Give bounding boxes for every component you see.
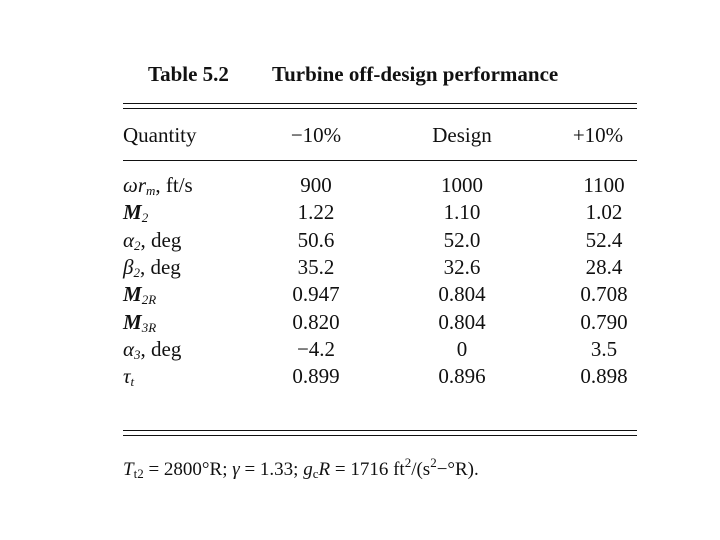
- header-cell: −10%: [290, 123, 342, 147]
- rule: [123, 435, 637, 436]
- fn-part: c: [312, 466, 319, 481]
- subscript: 2: [141, 210, 149, 226]
- fn-part: /(s: [411, 459, 431, 480]
- subscript: 2: [133, 264, 140, 280]
- quantity-cell: β2, deg: [123, 254, 181, 280]
- subscript: t: [130, 374, 135, 390]
- quantity-cell: α3, deg: [123, 336, 182, 362]
- value-cell: 0: [456, 336, 468, 361]
- value-cell: −4.2: [296, 336, 336, 361]
- fn-part: = 1716 ft: [330, 459, 405, 480]
- value-cell: 3.5: [590, 336, 618, 361]
- symbol-wrap: M: [123, 200, 142, 224]
- value-cell: 0.820: [292, 309, 340, 334]
- fn-part: 2: [430, 455, 437, 470]
- quantity-cell: τt: [123, 364, 135, 390]
- subscript: 2R: [141, 292, 157, 308]
- quantity-cell: M2: [123, 200, 149, 226]
- value-cell: 1000: [441, 173, 483, 197]
- fn-part: = 1.33;: [239, 459, 304, 480]
- quantity-cell: M3R: [123, 310, 157, 335]
- symbol-wrap: M: [123, 310, 142, 334]
- unit: , deg: [140, 227, 182, 252]
- fn-part: γ: [232, 459, 240, 480]
- value-cell: 0.896: [438, 364, 486, 389]
- value-cell: 900: [300, 173, 332, 197]
- table-number: Table 5.2: [148, 62, 229, 86]
- rule: [123, 108, 637, 109]
- symbol-wrap: M: [123, 282, 142, 306]
- symbol: β: [123, 254, 134, 279]
- subscript: 2: [134, 237, 141, 253]
- value-cell: 0.898: [580, 364, 628, 389]
- value-cell: 1100: [583, 173, 625, 197]
- value-cell: 0.804: [438, 282, 486, 307]
- quantity-cell: M2R: [123, 282, 157, 308]
- header-cell: Quantity: [123, 123, 197, 147]
- value-cell: 1.10: [443, 200, 481, 225]
- rule: [123, 103, 637, 104]
- value-cell: 0.899: [292, 364, 340, 389]
- value-cell: 1.02: [585, 200, 623, 225]
- symbol: M: [123, 309, 142, 334]
- symbol: ωr: [123, 173, 146, 197]
- unit: , deg: [139, 254, 181, 279]
- fn-part: = 2800°R;: [143, 459, 233, 480]
- value-cell: 32.6: [443, 254, 481, 279]
- symbol: M: [123, 282, 142, 307]
- value-cell: 0.790: [580, 309, 628, 334]
- footnote: Tt2 = 2800°R; γ = 1.33; gcR = 1716 ft2/(…: [123, 456, 479, 480]
- value-cell: 1.22: [297, 200, 335, 225]
- quantity-cell: α2, deg: [123, 227, 182, 253]
- subscript: 3: [134, 346, 141, 362]
- value-cell: 52.0: [443, 227, 481, 252]
- value-cell: 0.804: [438, 309, 486, 334]
- value-cell: 28.4: [585, 254, 623, 279]
- unit: , deg: [140, 336, 182, 361]
- fn-part: R: [318, 459, 331, 480]
- table-title: Turbine off-design performance: [272, 62, 559, 86]
- subscript: 3R: [141, 319, 157, 335]
- fn-part: T: [123, 459, 134, 480]
- fn-part: −°R).: [436, 459, 479, 480]
- subscript: m: [146, 183, 156, 198]
- header-cell: Design: [432, 123, 492, 147]
- header-cell: +10%: [572, 123, 624, 147]
- fn-part: 2: [404, 455, 412, 470]
- value-cell: 35.2: [297, 254, 335, 279]
- rule: [123, 160, 637, 161]
- symbol: τ: [123, 364, 131, 389]
- rule: [123, 430, 637, 431]
- symbol: M: [123, 200, 142, 225]
- value-cell: 50.6: [297, 227, 335, 252]
- value-cell: 52.4: [585, 227, 623, 252]
- quantity-cell: ωrm, ft/s: [123, 173, 193, 198]
- value-cell: 0.708: [580, 282, 628, 307]
- value-cell: 0.947: [292, 282, 340, 307]
- fn-part: t2: [133, 466, 144, 481]
- symbol: α: [123, 336, 135, 361]
- fn-part: g: [303, 459, 313, 480]
- unit: , ft/s: [155, 173, 193, 197]
- symbol: α: [123, 227, 135, 252]
